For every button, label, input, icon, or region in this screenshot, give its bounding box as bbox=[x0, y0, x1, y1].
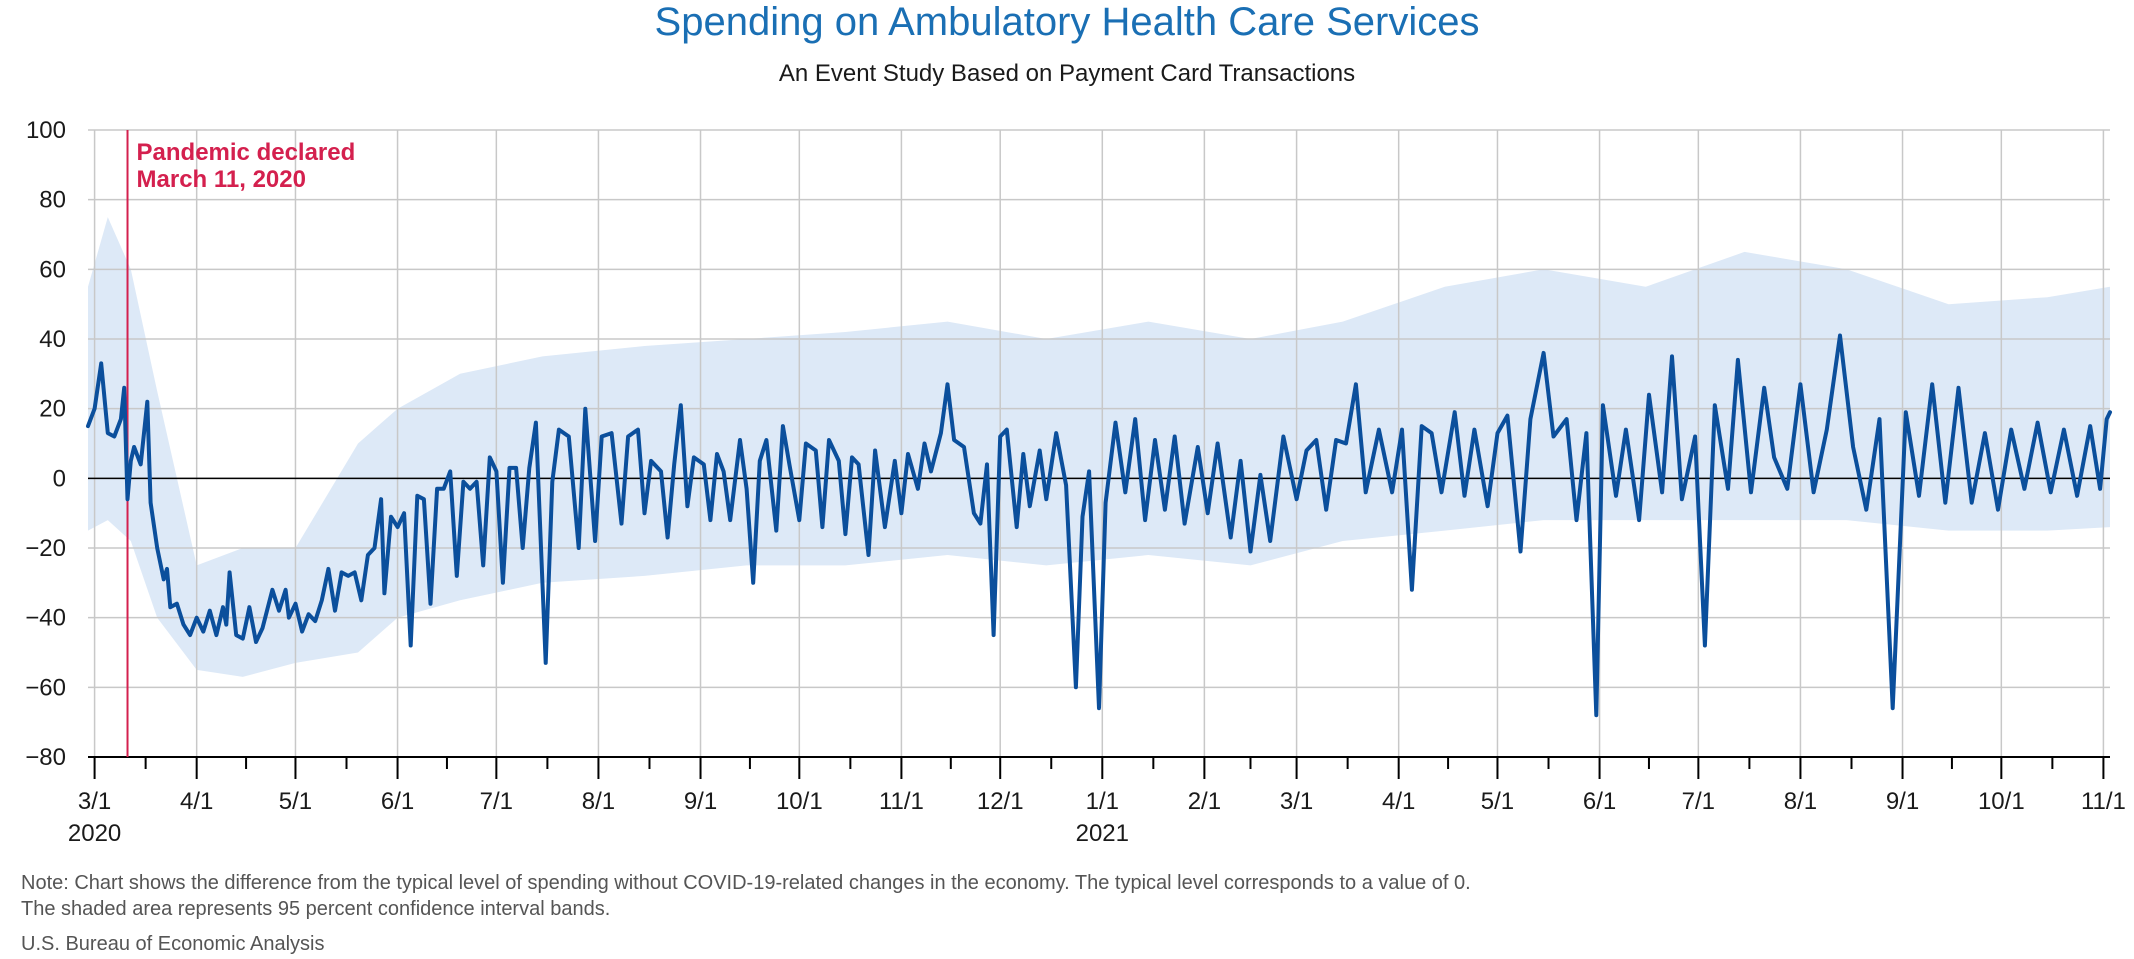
x-tick-label: 4/1 bbox=[180, 788, 213, 815]
y-tick-label: 40 bbox=[39, 326, 66, 353]
x-year-label: 2021 bbox=[1076, 820, 1129, 847]
x-tick-label: 11/1 bbox=[2081, 788, 2126, 815]
x-year-label: 2020 bbox=[68, 820, 121, 847]
chart-title: Spending on Ambulatory Health Care Servi… bbox=[654, 0, 1480, 44]
x-tick-label: 1/1 bbox=[1086, 788, 1119, 815]
y-tick-label: −60 bbox=[25, 674, 66, 701]
x-tick-label: 5/1 bbox=[1481, 788, 1514, 815]
y-tick-label: −20 bbox=[25, 535, 66, 562]
x-tick-label: 4/1 bbox=[1382, 788, 1415, 815]
y-tick-label: 100 bbox=[26, 117, 66, 144]
chart-note-line-1: Note: Chart shows the difference from th… bbox=[21, 872, 1471, 894]
y-tick-label: 60 bbox=[39, 256, 66, 283]
x-tick-label: 7/1 bbox=[1682, 788, 1715, 815]
chart-source: U.S. Bureau of Economic Analysis bbox=[21, 933, 325, 955]
y-tick-label: 20 bbox=[39, 396, 66, 423]
x-tick-label: 9/1 bbox=[684, 788, 717, 815]
x-tick-label: 2/1 bbox=[1188, 788, 1221, 815]
chart-note-line-2: The shaded area represents 95 percent co… bbox=[21, 898, 611, 920]
x-tick-label: 11/1 bbox=[879, 788, 924, 815]
y-tick-label: −40 bbox=[25, 605, 66, 632]
x-tick-label: 7/1 bbox=[480, 788, 513, 815]
x-tick-label: 10/1 bbox=[1978, 788, 2025, 815]
pandemic-annotation-line-2: March 11, 2020 bbox=[137, 166, 306, 193]
series-line-0 bbox=[86, 333, 2112, 718]
line-chart: 100 80 60 40 20 0 −20 −40 −60 −80 3/1 4/1 5/1 6/1 7/1 8… bbox=[25, 117, 2126, 847]
x-tick-label: 10/1 bbox=[776, 788, 823, 815]
x-tick-label: 12/1 bbox=[977, 788, 1024, 815]
x-tick-label: 5/1 bbox=[279, 788, 312, 815]
x-tick-label: 3/1 bbox=[78, 788, 111, 815]
x-tick-label: 6/1 bbox=[381, 788, 414, 815]
chart-subtitle: An Event Study Based on Payment Card Tra… bbox=[778, 60, 1356, 87]
x-tick-label: 8/1 bbox=[1784, 788, 1817, 815]
x-tick-label: 3/1 bbox=[1280, 788, 1313, 815]
y-tick-label: −80 bbox=[25, 744, 66, 771]
x-tick-label: 6/1 bbox=[1583, 788, 1616, 815]
x-tick-label: 9/1 bbox=[1886, 788, 1919, 815]
y-tick-label: 80 bbox=[39, 187, 66, 214]
pandemic-annotation-line-1: Pandemic declared bbox=[137, 139, 356, 166]
confidence-band bbox=[88, 217, 2110, 677]
y-tick-label: 0 bbox=[53, 465, 66, 492]
x-tick-label: 8/1 bbox=[582, 788, 615, 815]
